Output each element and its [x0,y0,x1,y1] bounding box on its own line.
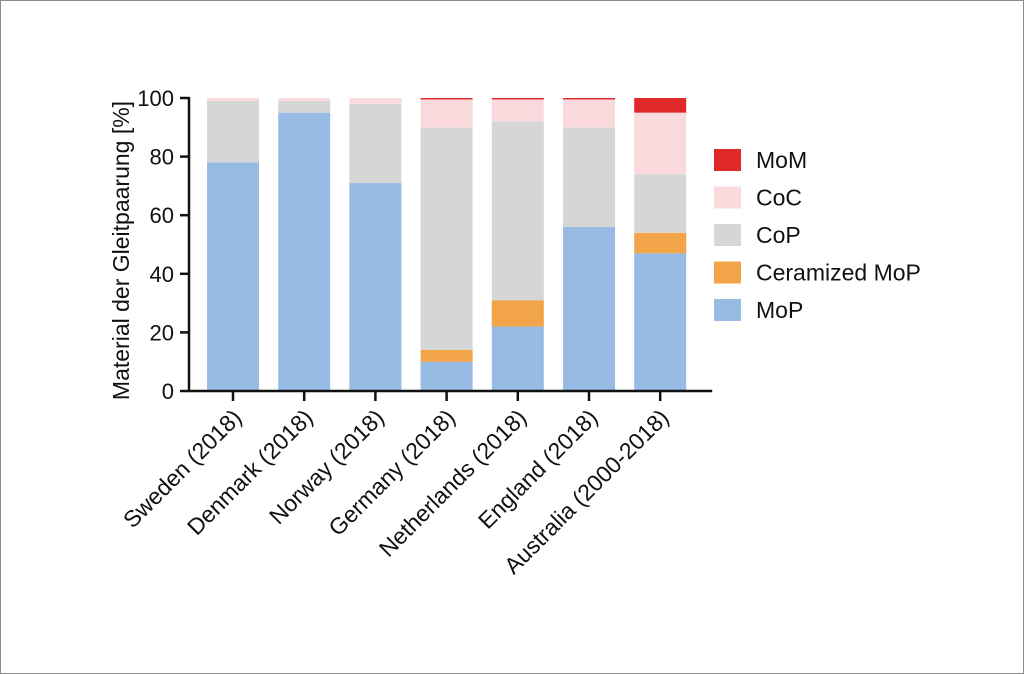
bar-segment-ceramized-mop-netherlands-2018 [491,300,544,327]
y-axis-title: Material der Gleitpaarung [%] [108,101,134,400]
axes-layer [187,97,713,393]
x-tick-label-sweden-2018: Sweden (2018) [118,404,247,533]
legend-label-mom: MoM [756,147,807,173]
bar-segment-mom-australia-2000-2018 [634,98,687,113]
y-tick-label: 0 [162,379,174,404]
x-ticks: Sweden (2018)Denmark (2018)Norway (2018)… [118,391,674,579]
legend-swatch-mom [714,149,741,171]
y-tick-label: 40 [150,262,174,287]
bar-segment-mom-england-2018 [563,98,615,100]
x-tick-label-denmark-2018: Denmark (2018) [182,404,318,540]
y-tick-label: 80 [150,145,174,170]
bar-segment-coc-denmark-2018 [278,98,331,101]
bar-segment-mop-sweden-2018 [207,162,259,391]
bar-segment-mop-norway-2018 [349,182,402,391]
bar-segment-cop-australia-2000-2018 [634,174,687,233]
legend-swatch-cop [714,224,741,246]
bar-segment-mom-germany-2018 [420,98,473,100]
bar-segment-cop-germany-2018 [420,127,473,350]
bar-segment-coc-sweden-2018 [207,98,259,101]
bar-segment-coc-netherlands-2018 [491,99,544,122]
bar-segment-cop-netherlands-2018 [491,121,544,301]
x-tick-label-germany-2018: Germany (2018) [323,404,460,541]
legend-swatch-mop [714,299,741,321]
legend-label-cop: CoP [756,222,801,248]
bar-segment-cop-norway-2018 [349,103,402,183]
legend-label-ceramized-mop: Ceramized MoP [756,260,921,286]
legend-swatch-coc [714,186,741,209]
y-tick-label: 100 [137,86,174,111]
bar-segment-cop-denmark-2018 [278,100,331,113]
bar-segment-ceramized-mop-germany-2018 [420,349,473,362]
bar-segment-coc-norway-2018 [349,98,402,104]
legend-label-mop: MoP [756,297,803,323]
bar-segment-cop-sweden-2018 [207,100,259,163]
y-tick-label: 20 [150,320,174,345]
legend-swatch-ceramized-mop [714,261,741,284]
bar-segment-mom-netherlands-2018 [491,98,544,100]
legend: MoM CoC CoP Ceramized MoP MoP [714,147,921,323]
bar-segment-coc-england-2018 [563,99,615,128]
bar-segment-mop-denmark-2018 [278,112,331,392]
bar-segment-mop-australia-2000-2018 [634,253,687,391]
bar-segment-ceramized-mop-australia-2000-2018 [634,232,687,254]
bars-layer [207,98,687,392]
legend-label-coc: CoC [756,185,802,211]
y-tick-label: 60 [150,203,174,228]
bar-segment-coc-australia-2000-2018 [634,112,687,175]
bar-segment-cop-england-2018 [563,127,615,227]
bar-segment-mop-england-2018 [563,226,615,391]
bar-segment-mop-germany-2018 [420,361,473,391]
bar-segment-mop-netherlands-2018 [491,326,544,391]
bar-segment-coc-germany-2018 [420,99,473,128]
y-ticks: 0 20 40 60 80 100 [137,86,189,404]
